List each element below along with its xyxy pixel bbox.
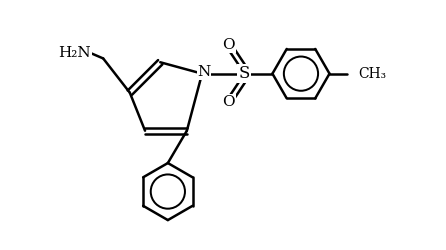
Text: O: O: [223, 95, 235, 109]
Text: O: O: [223, 38, 235, 52]
Text: CH₃: CH₃: [358, 67, 386, 81]
Text: H₂N: H₂N: [58, 46, 91, 60]
Text: N: N: [198, 65, 211, 79]
Text: S: S: [238, 65, 250, 82]
